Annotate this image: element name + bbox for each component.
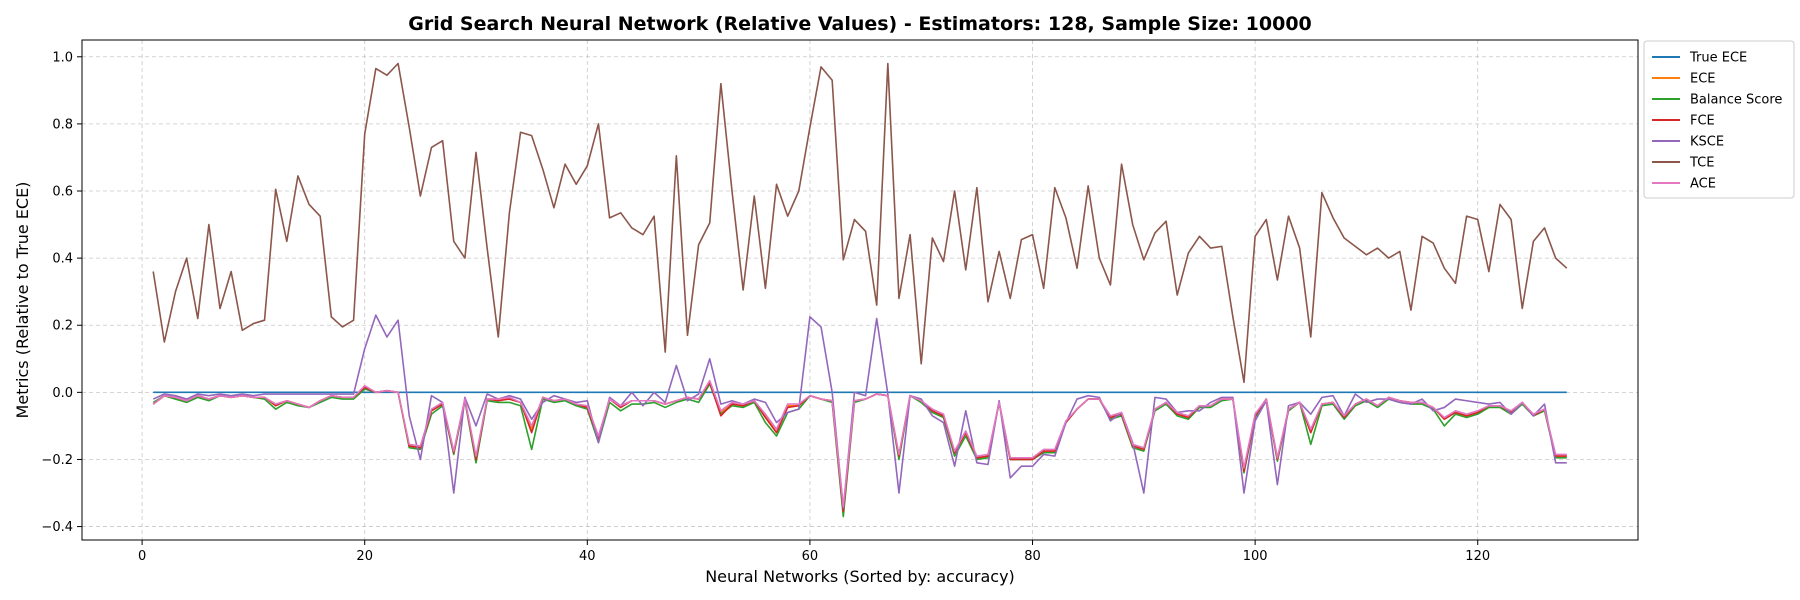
legend-label-ksce: KSCE — [1690, 135, 1724, 150]
legend-label-fce: FCE — [1690, 114, 1715, 129]
y-tick-label: 0.4 — [52, 252, 73, 267]
y-axis-label: Metrics (Relative to True ECE) — [13, 182, 32, 419]
x-tick-label: 100 — [1243, 549, 1268, 564]
legend-label-balance-score: Balance Score — [1690, 93, 1782, 108]
y-tick-label: 0.0 — [52, 386, 73, 401]
y-tick-label: 0.8 — [52, 117, 73, 132]
x-tick-label: 20 — [356, 549, 373, 564]
series-line-ksce — [152, 314, 1567, 509]
x-axis-label: Neural Networks (Sorted by: accuracy) — [705, 567, 1015, 586]
y-tick-label: 0.2 — [52, 319, 73, 334]
x-tick-label: 120 — [1465, 549, 1490, 564]
y-axis-ticks: −0.4 −0.2 0.0 0.2 0.4 0.6 0.8 1.0 — [41, 50, 82, 535]
series-line-ace — [152, 379, 1567, 508]
series-line-fce — [152, 381, 1567, 513]
series-layer — [152, 62, 1568, 518]
y-tick-label: −0.2 — [41, 453, 73, 468]
grid-layer — [82, 40, 1638, 540]
chart-title: Grid Search Neural Network (Relative Val… — [408, 13, 1312, 35]
x-axis-ticks: 0 20 40 60 80 100 120 — [138, 540, 1490, 564]
y-tick-label: −0.4 — [41, 520, 73, 535]
legend-label-tce: TCE — [1689, 156, 1714, 171]
x-tick-label: 0 — [138, 549, 146, 564]
x-tick-label: 80 — [1024, 549, 1041, 564]
x-tick-label: 40 — [579, 549, 596, 564]
legend-label-true-ece: True ECE — [1689, 51, 1747, 66]
series-line-tce — [152, 62, 1568, 384]
y-tick-label: 0.6 — [52, 185, 73, 200]
legend: True ECE ECE Balance Score FCE KSCE TCE ACE — [1643, 40, 1795, 199]
y-tick-label: 1.0 — [52, 50, 73, 65]
legend-box — [1643, 40, 1795, 199]
legend-label-ace: ACE — [1690, 177, 1716, 192]
legend-label-ece: ECE — [1690, 72, 1716, 87]
plot-frame — [81, 39, 1639, 541]
x-tick-label: 60 — [802, 549, 819, 564]
